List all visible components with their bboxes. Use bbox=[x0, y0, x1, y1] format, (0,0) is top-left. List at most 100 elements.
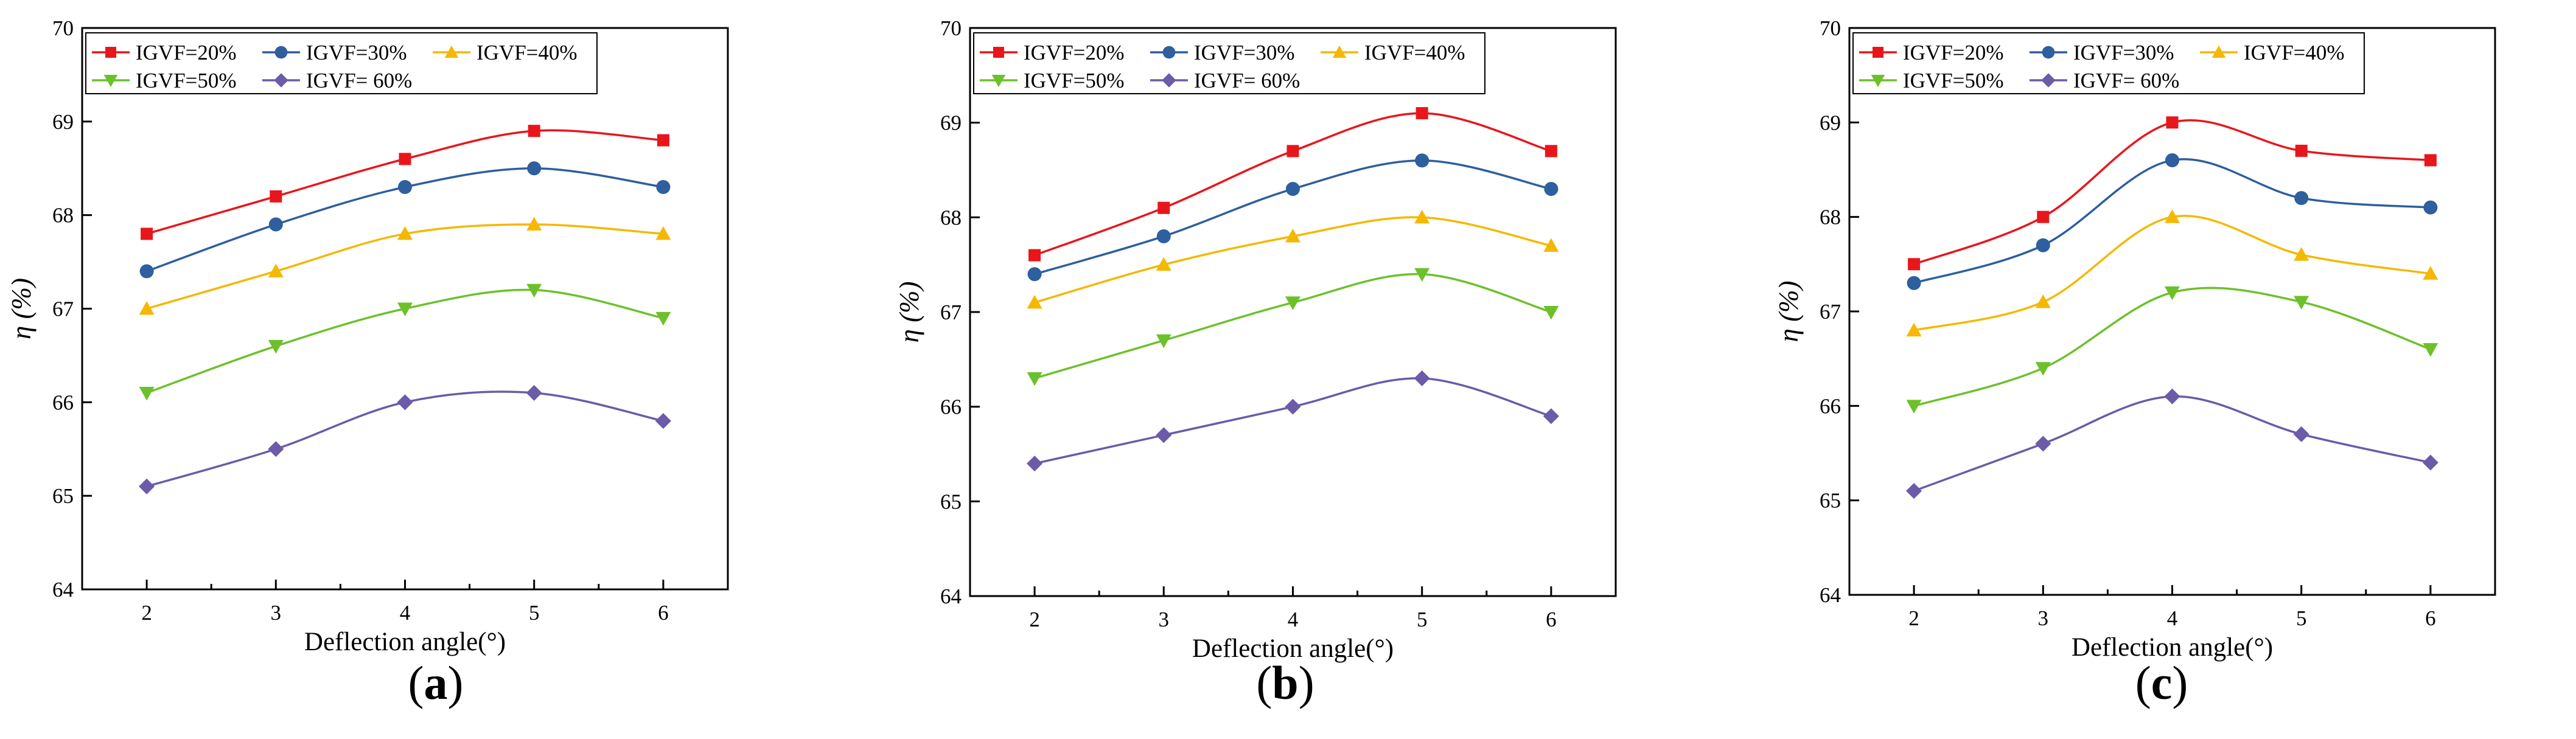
y-tick-label: 70 bbox=[1820, 16, 1841, 40]
y-tick-label: 65 bbox=[1820, 489, 1841, 513]
x-tick-label: 6 bbox=[2425, 606, 2436, 630]
series-igvf60 bbox=[1906, 388, 2438, 499]
data-point bbox=[526, 384, 542, 401]
panel-caption-c: (c) bbox=[2070, 656, 2253, 710]
y-tick-label: 64 bbox=[940, 585, 962, 608]
data-point bbox=[397, 226, 413, 240]
legend-label: IGVF=40% bbox=[476, 41, 578, 64]
data-point bbox=[1544, 182, 1559, 196]
series-igvf40 bbox=[1906, 209, 2438, 337]
legend: IGVF=20% IGVF=30% IGVF=40% IGVF=50% IGVF= 60… bbox=[973, 32, 1485, 94]
y-tick-label: 68 bbox=[52, 204, 74, 227]
legend-swatch-marker bbox=[1871, 75, 1885, 88]
data-point bbox=[268, 340, 284, 354]
series-igvf50 bbox=[139, 283, 671, 401]
y-tick-label: 66 bbox=[1820, 394, 1841, 418]
legend-swatch-marker bbox=[2211, 45, 2226, 58]
data-point bbox=[2166, 116, 2179, 129]
legend-swatch-marker bbox=[274, 73, 288, 88]
series-line bbox=[1034, 272, 1552, 380]
data-point bbox=[139, 264, 154, 279]
series-igvf20 bbox=[141, 125, 669, 240]
legend-label: IGVF=30% bbox=[306, 41, 407, 64]
data-point bbox=[2165, 209, 2180, 223]
data-point bbox=[268, 441, 284, 457]
legend-swatch-marker bbox=[103, 75, 118, 88]
legend-swatch-marker bbox=[2042, 46, 2055, 59]
data-point bbox=[1285, 296, 1300, 310]
x-tick-label: 2 bbox=[1029, 608, 1040, 631]
panel-caption-a: (a) bbox=[344, 656, 527, 710]
data-point bbox=[2423, 343, 2438, 357]
y-tick-label: 66 bbox=[52, 390, 74, 414]
data-point bbox=[2293, 426, 2309, 442]
caption-letter: c bbox=[2151, 656, 2173, 709]
legend-label: IGVF=50% bbox=[1903, 69, 2004, 92]
data-point bbox=[2423, 266, 2438, 280]
data-point bbox=[1027, 456, 1043, 472]
x-tick-label: 4 bbox=[2167, 606, 2178, 630]
series-igvf50 bbox=[1906, 286, 2438, 414]
y-tick-label: 64 bbox=[52, 578, 74, 602]
series-line bbox=[1034, 159, 1552, 276]
data-point bbox=[139, 301, 155, 315]
y-axis-label: η (%) bbox=[1773, 280, 1804, 342]
data-point bbox=[1156, 427, 1172, 443]
x-axis-label: Deflection angle(°) bbox=[304, 628, 506, 656]
data-point bbox=[2294, 191, 2309, 206]
data-point bbox=[1545, 145, 1557, 158]
y-tick-label: 66 bbox=[940, 395, 962, 419]
y-tick-label: 67 bbox=[1820, 300, 1841, 324]
legend: IGVF=20% IGVF=30% IGVF=40% IGVF=50% IGVF= 60… bbox=[85, 32, 598, 94]
x-tick-label: 3 bbox=[1159, 608, 1170, 631]
caption-letter: b bbox=[1272, 656, 1299, 709]
chart-svg-b: 64 65 66 67 68 69 70 2 3 4 5 6 Deflection angle(°) η … bbox=[894, 16, 1617, 663]
x-tick-label: 6 bbox=[1546, 608, 1557, 631]
x-tick-label: 4 bbox=[400, 601, 411, 625]
data-point bbox=[2035, 435, 2051, 452]
x-axis-label: Deflection angle(°) bbox=[2072, 633, 2273, 662]
plot-frame bbox=[1848, 27, 2496, 596]
legend-label: IGVF= 60% bbox=[2073, 69, 2179, 92]
x-tick-label: 5 bbox=[2296, 606, 2307, 630]
data-point bbox=[1908, 258, 1921, 271]
y-tick-label: 65 bbox=[52, 484, 74, 508]
data-point bbox=[2035, 362, 2051, 376]
chart-panel-b: 64 65 66 67 68 69 70 2 3 4 5 6 Deflection angle(°) η … bbox=[859, 0, 1717, 739]
data-point bbox=[2295, 144, 2308, 157]
y-tick-label: 70 bbox=[52, 16, 74, 40]
legend-swatch-marker bbox=[1873, 47, 1883, 58]
data-point bbox=[141, 227, 153, 240]
series-line bbox=[1913, 395, 2431, 492]
data-point bbox=[1415, 107, 1428, 120]
legend-swatch-marker bbox=[1162, 73, 1176, 88]
series-igvf60 bbox=[139, 384, 671, 494]
y-tick-label: 69 bbox=[1820, 111, 1841, 134]
data-point bbox=[1906, 483, 1922, 499]
data-point bbox=[1285, 398, 1301, 415]
plot-frame bbox=[969, 27, 1617, 597]
x-tick-label: 4 bbox=[1288, 608, 1299, 631]
data-point bbox=[657, 134, 669, 147]
data-point bbox=[2036, 238, 2050, 252]
y-tick-label: 67 bbox=[940, 300, 962, 324]
data-point bbox=[1285, 228, 1300, 243]
legend-label: IGVF=20% bbox=[1024, 41, 1125, 64]
legend-label: IGVF=30% bbox=[1194, 41, 1295, 64]
data-point bbox=[528, 125, 540, 137]
legend-swatch-marker bbox=[991, 75, 1006, 88]
data-point bbox=[1027, 294, 1042, 309]
x-tick-label: 5 bbox=[529, 601, 540, 625]
legend-box bbox=[85, 32, 598, 94]
data-point bbox=[2035, 294, 2051, 308]
data-point bbox=[399, 153, 411, 165]
data-point bbox=[1156, 334, 1171, 349]
legend-label: IGVF=40% bbox=[2244, 41, 2345, 64]
data-point bbox=[2165, 286, 2180, 300]
caption-close-paren: ) bbox=[2172, 656, 2188, 709]
data-point bbox=[1157, 201, 1170, 214]
caption-open-paren: ( bbox=[1256, 656, 1272, 709]
data-point bbox=[1906, 322, 1922, 337]
chart-svg-a: 64 65 66 67 68 69 70 2 3 4 5 6 Deflection angle(°) η … bbox=[6, 16, 729, 656]
legend-label: IGVF=20% bbox=[136, 41, 237, 64]
